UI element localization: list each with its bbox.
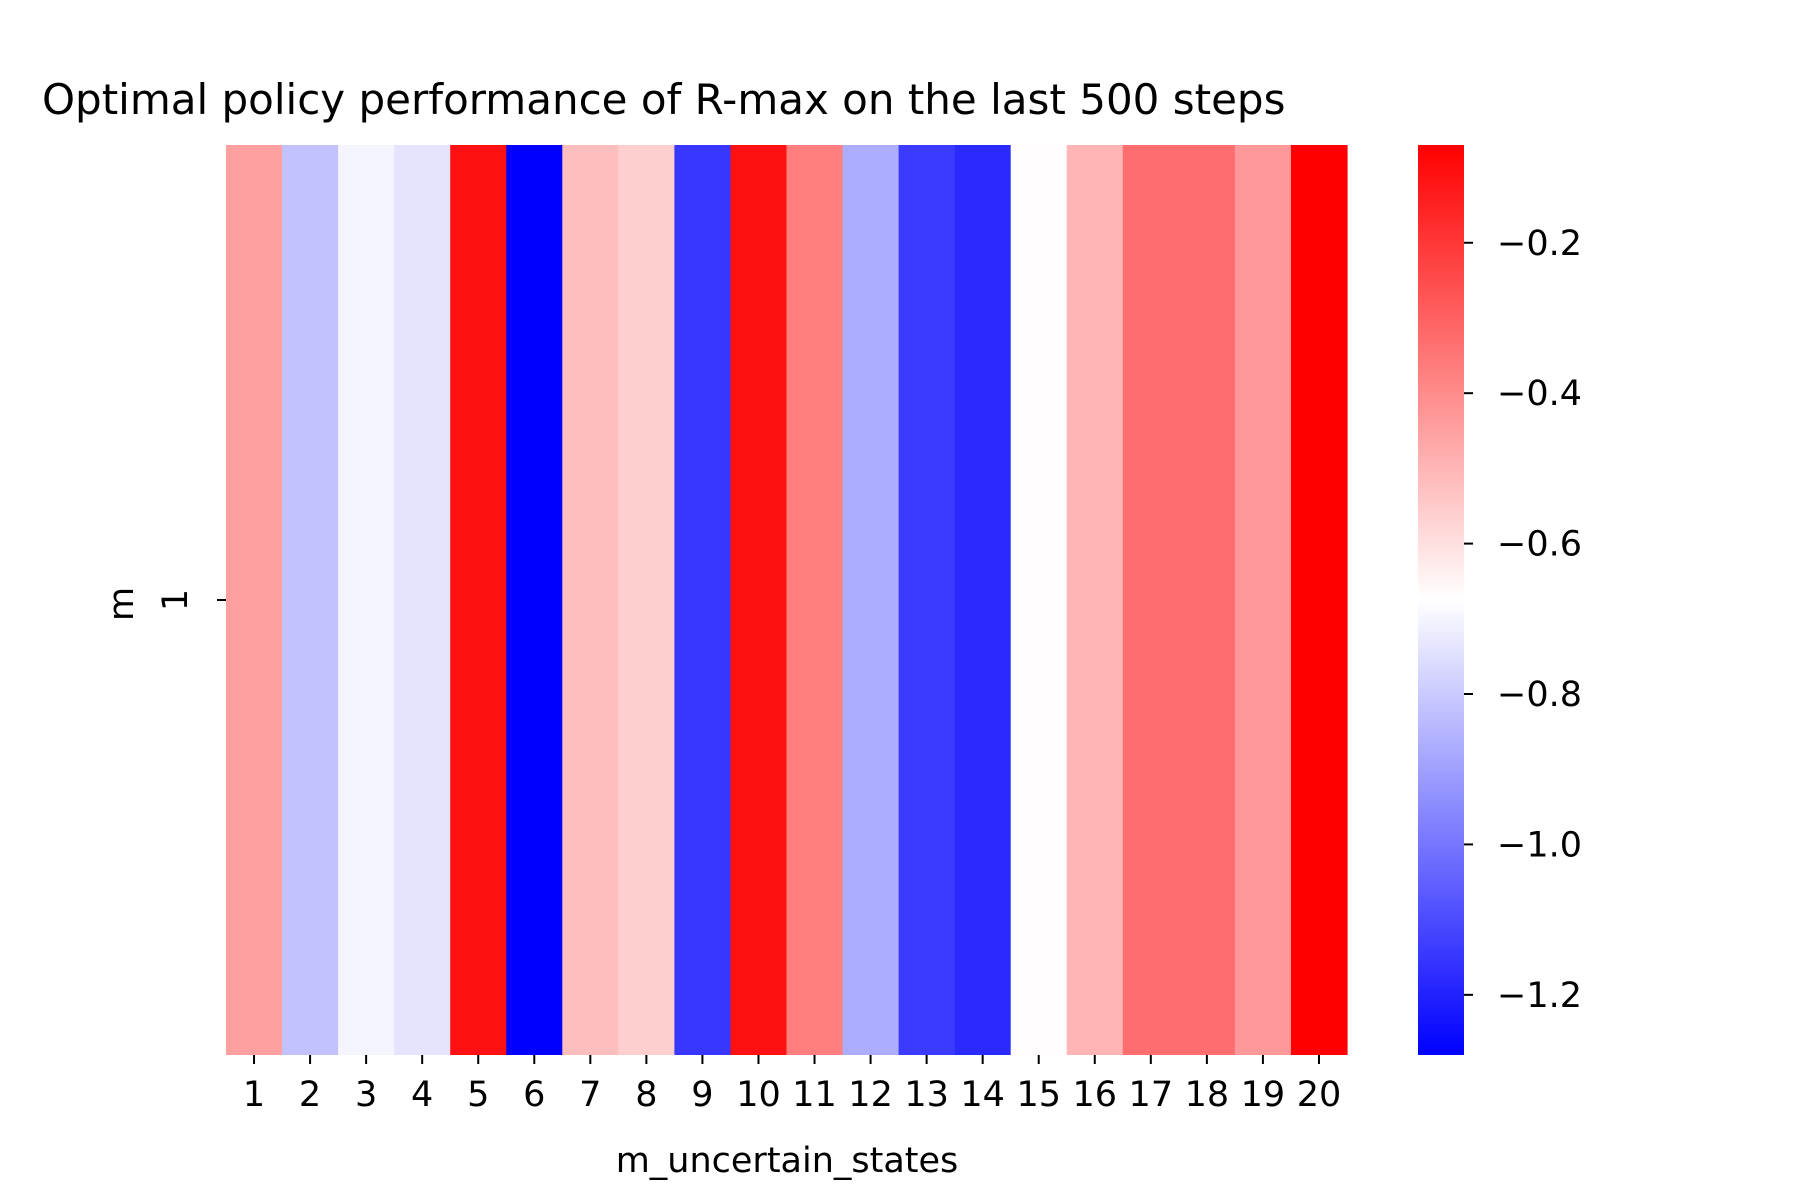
x-tick-label: 4 <box>411 1075 433 1115</box>
colorbar-tick-label: −0.2 <box>1497 224 1582 264</box>
colorbar <box>1418 145 1464 1055</box>
heatmap-cell <box>506 145 563 1055</box>
x-tick-label: 16 <box>1073 1075 1118 1115</box>
heatmap-cell <box>1234 145 1292 1055</box>
colorbar-tick-label: −1.0 <box>1497 825 1582 865</box>
x-tick-label: 15 <box>1016 1075 1061 1115</box>
x-tick-label: 20 <box>1297 1075 1342 1115</box>
colorbar-tick-label: −1.2 <box>1497 976 1582 1016</box>
x-tick-label: 14 <box>960 1075 1005 1115</box>
colorbar-ticks: −0.2 −0.4 −0.6 −0.8 −1.0 −1.2 <box>1464 224 1582 1016</box>
x-tick-label: 5 <box>467 1075 489 1115</box>
x-axis-ticks: 1 2 3 4 5 6 7 8 9 10 11 12 13 14 15 16 17 18 19 20 <box>243 1055 1341 1115</box>
heatmap-cell <box>1290 145 1348 1055</box>
heatmap-cell <box>562 145 619 1055</box>
heatmap-cell <box>1010 145 1068 1055</box>
heatmap-cell <box>786 145 844 1055</box>
x-tick-label: 6 <box>523 1075 545 1115</box>
x-tick-label: 2 <box>299 1075 321 1115</box>
heatmap-cell <box>674 145 732 1055</box>
heatmap-cell <box>1178 145 1236 1055</box>
x-tick-label: 17 <box>1129 1075 1174 1115</box>
colorbar-tick-label: −0.4 <box>1497 374 1582 414</box>
heatmap-cell <box>898 145 956 1055</box>
colorbar-tick-label: −0.8 <box>1497 675 1582 715</box>
colorbar-tick-label: −0.6 <box>1497 525 1582 565</box>
x-tick-label: 7 <box>579 1075 601 1115</box>
x-tick-label: 19 <box>1241 1075 1286 1115</box>
heatmap-cell <box>450 145 507 1055</box>
heatmap-cell <box>338 145 395 1055</box>
heatmap-cell <box>730 145 788 1055</box>
x-tick-label: 18 <box>1185 1075 1230 1115</box>
x-tick-label: 10 <box>736 1075 781 1115</box>
heatmap-cell <box>1066 145 1124 1055</box>
x-tick-label: 8 <box>635 1075 657 1115</box>
heatmap-cell <box>954 145 1012 1055</box>
chart-title: Optimal policy performance of R-max on t… <box>42 75 1285 124</box>
heatmap-cell <box>282 145 339 1055</box>
x-tick-label: 3 <box>355 1075 377 1115</box>
heatmap-cell <box>394 145 451 1055</box>
x-axis-label: m_uncertain_states <box>616 1141 959 1181</box>
heatmap-cell <box>842 145 900 1055</box>
y-axis-ticks: 1 <box>156 589 226 611</box>
heatmap-cell <box>1122 145 1180 1055</box>
x-tick-label: 13 <box>904 1075 949 1115</box>
x-tick-label: 11 <box>792 1075 837 1115</box>
heatmap-cell <box>618 145 675 1055</box>
heatmap-cell <box>226 145 283 1055</box>
x-tick-label: 9 <box>691 1075 713 1115</box>
x-tick-label: 1 <box>243 1075 265 1115</box>
x-tick-label: 12 <box>848 1075 893 1115</box>
y-axis-label: m <box>102 587 142 621</box>
y-tick-label: 1 <box>156 589 196 611</box>
heatmap-cells <box>226 145 1348 1055</box>
